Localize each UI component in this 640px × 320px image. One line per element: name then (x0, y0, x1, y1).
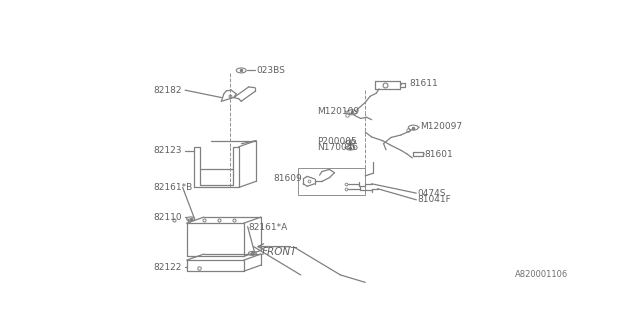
Text: 81601: 81601 (425, 150, 454, 159)
Text: 82161*B: 82161*B (154, 183, 193, 192)
Text: 82110: 82110 (154, 212, 182, 221)
Text: 81611: 81611 (410, 79, 438, 89)
Text: 81609: 81609 (273, 174, 302, 183)
Text: 82123: 82123 (154, 146, 182, 155)
Text: M120109: M120109 (317, 107, 359, 116)
Text: 82122: 82122 (154, 262, 182, 272)
Text: 82161*A: 82161*A (249, 223, 288, 232)
Text: 81041F: 81041F (417, 195, 451, 204)
Text: 023BS: 023BS (256, 66, 285, 75)
Text: 82182: 82182 (154, 86, 182, 95)
Text: P200005: P200005 (317, 137, 357, 146)
Text: N170046: N170046 (317, 143, 358, 152)
Text: M120097: M120097 (420, 122, 462, 131)
Text: 0474S: 0474S (417, 188, 446, 198)
Text: FRONT: FRONT (262, 246, 298, 257)
Bar (298, 168, 365, 195)
Text: A820001106: A820001106 (515, 270, 568, 279)
